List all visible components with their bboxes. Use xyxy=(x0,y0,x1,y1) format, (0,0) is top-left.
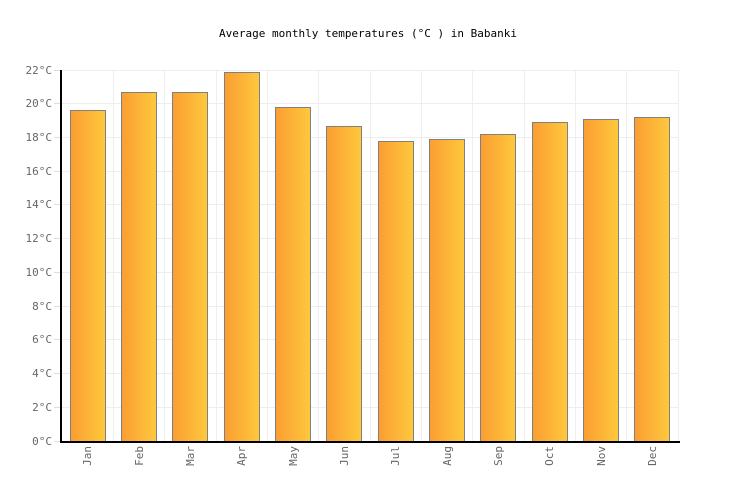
y-axis-tick xyxy=(54,238,60,240)
bar-oct xyxy=(531,122,568,441)
bar-jul xyxy=(377,141,414,441)
gridline-vertical xyxy=(677,70,679,441)
x-axis-label: Sep xyxy=(491,446,505,466)
bar-dec xyxy=(634,117,671,441)
y-axis-label: 18°C xyxy=(25,130,53,144)
bar-mar xyxy=(172,92,209,441)
y-axis-tick xyxy=(54,103,60,105)
x-axis-label: Mar xyxy=(183,446,197,466)
x-axis-label: Dec xyxy=(645,446,659,466)
y-axis-label: 8°C xyxy=(32,299,52,313)
x-axis-label: Oct xyxy=(543,446,557,466)
bar-aug xyxy=(429,139,465,441)
y-axis-tick xyxy=(54,204,60,206)
y-axis-label: 16°C xyxy=(25,164,53,178)
y-axis-label: 14°C xyxy=(25,198,53,212)
gridline-vertical xyxy=(523,70,525,441)
x-axis-label: Nov xyxy=(594,446,608,466)
x-axis-label: Apr xyxy=(235,446,249,466)
bar-feb xyxy=(121,92,157,441)
y-axis-tick xyxy=(54,136,60,138)
y-axis-label: 0°C xyxy=(32,434,52,448)
bar-may xyxy=(275,107,311,441)
y-axis-tick xyxy=(54,305,60,307)
y-axis-label: 12°C xyxy=(25,232,53,246)
x-axis-label: Jan xyxy=(81,446,95,466)
chart-title: Average monthly temperatures (°C ) in Ba… xyxy=(218,27,517,40)
y-axis-tick xyxy=(54,339,60,341)
x-axis-line xyxy=(60,441,680,443)
x-axis-label: Jun xyxy=(337,446,351,466)
x-axis-label: May xyxy=(286,446,300,466)
y-axis-tick xyxy=(54,406,60,408)
y-axis-line xyxy=(60,70,62,443)
gridline-vertical xyxy=(215,70,217,441)
bar-apr xyxy=(223,72,260,441)
y-axis-label: 22°C xyxy=(25,63,53,77)
bar-jun xyxy=(326,126,363,441)
gridline-vertical xyxy=(164,70,166,441)
bar-nov xyxy=(583,119,619,441)
y-axis-tick xyxy=(54,440,60,442)
y-axis-label: 6°C xyxy=(32,333,52,347)
gridline-vertical xyxy=(318,70,320,441)
gridline-vertical xyxy=(574,70,576,441)
y-axis-label: 2°C xyxy=(32,400,52,414)
x-axis-label: Feb xyxy=(132,446,146,466)
bar-jan xyxy=(69,110,106,441)
y-axis-label: 4°C xyxy=(32,367,52,381)
gridline-vertical xyxy=(369,70,371,441)
gridline-vertical xyxy=(112,70,114,441)
y-axis-tick xyxy=(54,69,60,71)
y-axis-tick xyxy=(54,271,60,273)
x-axis-label: Aug xyxy=(440,446,454,466)
x-axis-label: Jul xyxy=(389,446,403,466)
y-axis-tick xyxy=(54,373,60,375)
gridline-vertical xyxy=(420,70,422,441)
y-axis-tick xyxy=(54,170,60,172)
y-axis-label: 20°C xyxy=(25,97,53,111)
y-axis-label: 10°C xyxy=(25,265,53,279)
bar-sep xyxy=(480,134,517,441)
gridline-vertical xyxy=(472,70,474,441)
gridline-vertical xyxy=(626,70,628,441)
plot-area: 0°C 2°C 4°C 6°C 8°C 10°C 12°C 14°C 16°C 18°C 20°C 2… xyxy=(26,64,680,466)
gridline-vertical xyxy=(266,70,268,441)
